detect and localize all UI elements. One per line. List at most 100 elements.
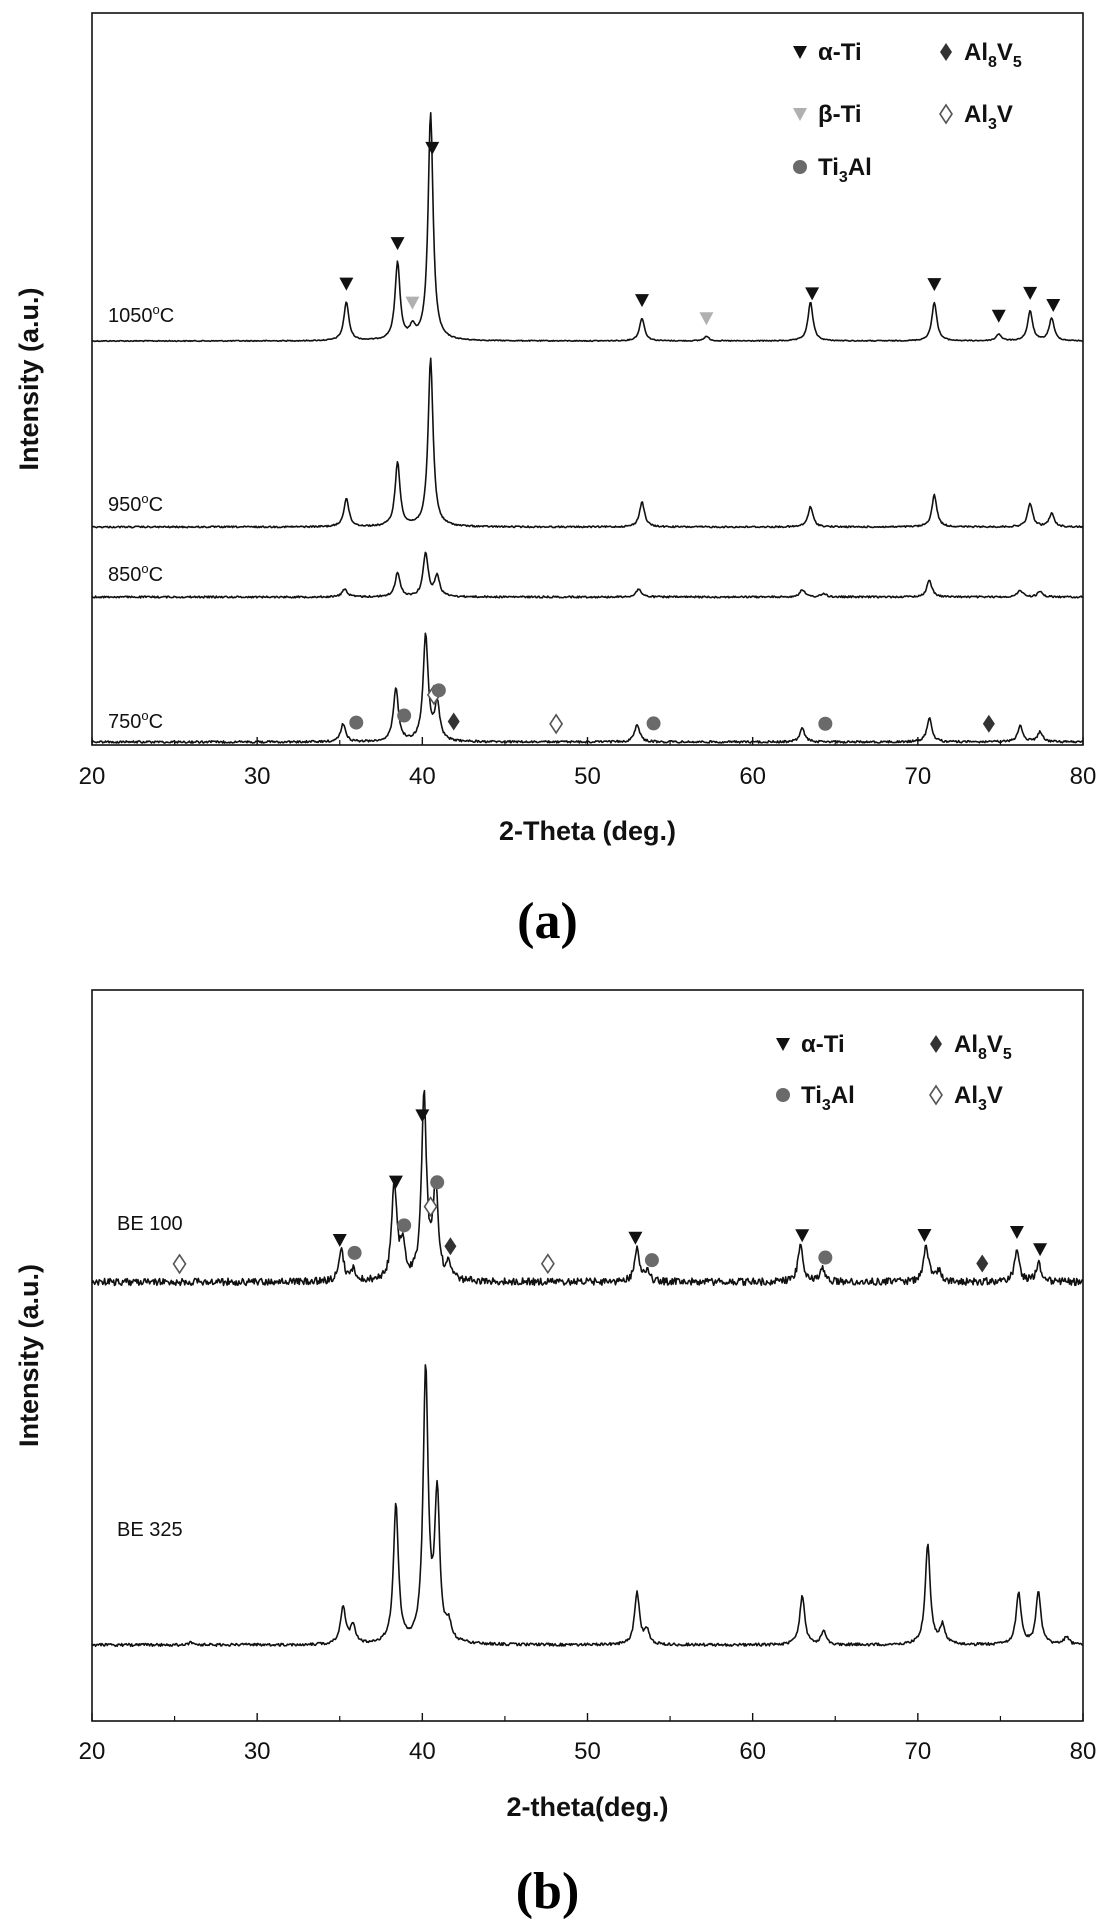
x-tick-label: 50 <box>574 763 601 790</box>
phase-marker <box>549 713 564 735</box>
phase-marker <box>976 1254 989 1273</box>
phase-marker <box>425 141 440 155</box>
legend-item: Al8V5 <box>940 39 1022 71</box>
xrd-trace-750-c <box>91 632 1084 744</box>
phase-marker <box>1033 1243 1048 1257</box>
legend-item: Ti3Al <box>793 154 872 186</box>
phase-marker <box>430 1175 445 1190</box>
trace-label: BE 100 <box>117 1213 183 1235</box>
phase-marker <box>818 716 833 731</box>
phase-marker <box>388 1175 403 1189</box>
phase-marker <box>415 1109 430 1123</box>
panel-label: (a) <box>517 893 578 950</box>
legend-label: β-Ti <box>818 101 862 128</box>
phase-marker <box>644 1253 659 1268</box>
x-tick-label: 70 <box>904 763 931 790</box>
y-axis-title: Intensity (a.u.) <box>14 1264 44 1447</box>
panel-label: (b) <box>516 1863 580 1920</box>
phase-marker <box>172 1253 187 1275</box>
x-tick-label: 30 <box>244 763 271 790</box>
phase-marker <box>917 1229 932 1243</box>
legend-symbol <box>793 108 807 121</box>
phase-marker <box>349 715 364 730</box>
legend-item: Al3V <box>929 1082 1003 1114</box>
phase-marker <box>540 1253 555 1275</box>
legend-symbol <box>776 1088 790 1102</box>
phase-marker <box>339 277 354 291</box>
panel-a: 20 30 40 50 60 70 80 2-Theta (deg.) Intensity (a… <box>14 12 1097 950</box>
legend-symbol <box>793 46 807 59</box>
trace-label: 950oC <box>108 491 163 516</box>
x-tick-label: 80 <box>1070 763 1097 790</box>
phase-marker <box>423 1196 438 1218</box>
trace-label: 850oC <box>108 561 163 586</box>
x-axis-title: 2-theta(deg.) <box>507 1792 669 1822</box>
legend-item: Al3V <box>939 101 1013 133</box>
legend-item: Ti3Al <box>776 1082 855 1114</box>
x-axis-title: 2-Theta (deg.) <box>499 816 676 846</box>
legend-label: α-Ti <box>818 39 862 66</box>
legend-symbol <box>939 103 953 125</box>
phase-marker <box>818 1250 833 1265</box>
phase-marker <box>447 712 460 731</box>
phase-marker <box>397 708 412 723</box>
phase-marker <box>1046 299 1061 313</box>
x-tick-label: 30 <box>244 1738 271 1765</box>
x-tick-label: 50 <box>574 1738 601 1765</box>
xrd-trace-1050-c <box>91 111 1084 343</box>
legend-label: Al3V <box>964 101 1013 133</box>
legend-symbol <box>776 1038 790 1051</box>
phase-marker <box>646 716 661 731</box>
legend-item: α-Ti <box>793 39 862 66</box>
phase-marker <box>397 1218 412 1233</box>
trace-label: 750oC <box>108 708 163 733</box>
phase-marker <box>805 287 820 301</box>
trace-label: 1050oC <box>108 302 174 327</box>
panel-b: 20 30 40 50 60 70 80 2-theta(deg.) Intensity (a.… <box>14 989 1097 1920</box>
phase-marker <box>405 296 420 310</box>
x-tick-label: 80 <box>1070 1738 1097 1765</box>
phase-marker <box>332 1234 347 1248</box>
legend-label: Al3V <box>954 1082 1003 1114</box>
xrd-trace-950-c <box>91 357 1084 529</box>
x-tick-label: 70 <box>904 1738 931 1765</box>
y-axis-title: Intensity (a.u.) <box>14 287 44 470</box>
legend-label: Al8V5 <box>954 1031 1012 1063</box>
xrd-trace-be-100 <box>91 1089 1084 1287</box>
phase-marker <box>1009 1225 1024 1239</box>
trace-label: BE 325 <box>117 1519 183 1541</box>
x-tick-label: 20 <box>79 763 106 790</box>
legend-symbol <box>793 160 807 174</box>
x-tick-label: 40 <box>409 763 436 790</box>
phase-marker <box>444 1237 457 1256</box>
x-tick-label: 60 <box>739 763 766 790</box>
phase-marker <box>699 312 714 326</box>
xrd-trace-850-c <box>91 551 1083 599</box>
xrd-trace-be-325 <box>91 1364 1084 1648</box>
legend-item: α-Ti <box>776 1031 845 1058</box>
legend-symbol <box>930 1035 942 1053</box>
phase-marker <box>390 237 405 251</box>
legend-symbol <box>929 1084 943 1106</box>
legend-item: Al8V5 <box>930 1031 1012 1063</box>
x-tick-label: 40 <box>409 1738 436 1765</box>
phase-marker <box>982 714 995 733</box>
legend-item: β-Ti <box>793 101 862 128</box>
legend-label: Al8V5 <box>964 39 1022 71</box>
legend-label: Ti3Al <box>801 1082 855 1114</box>
x-tick-label: 60 <box>739 1738 766 1765</box>
plot-frame <box>91 12 1084 746</box>
legend-label: α-Ti <box>801 1031 845 1058</box>
phase-marker <box>927 278 942 292</box>
phase-marker <box>635 294 650 308</box>
phase-marker <box>991 309 1006 323</box>
phase-marker <box>1023 286 1038 300</box>
legend-symbol <box>940 43 952 61</box>
phase-marker <box>628 1231 643 1245</box>
phase-marker <box>795 1229 810 1243</box>
x-tick-label: 20 <box>79 1738 106 1765</box>
phase-marker <box>431 683 446 698</box>
phase-marker <box>347 1245 362 1260</box>
legend-label: Ti3Al <box>818 154 872 186</box>
